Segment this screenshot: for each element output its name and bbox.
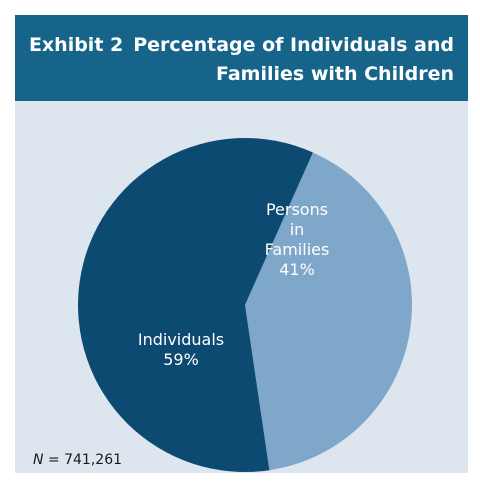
slice-label-persons-in-families: Families xyxy=(265,240,330,259)
pie-slice-individuals xyxy=(78,137,313,472)
exhibit-title-line-1: Percentage of Individuals and xyxy=(133,34,454,56)
pie-slice-persons-in-families xyxy=(245,152,412,471)
header-line-2: Families with Children xyxy=(216,63,454,85)
slice-value-individuals: 59% xyxy=(163,350,199,369)
slice-label-individuals: Individuals xyxy=(138,330,224,349)
header-line-1: Exhibit 2 Percentage of Individuals and xyxy=(29,34,454,56)
slice-label-persons-in-families: in xyxy=(290,220,305,239)
n-symbol: N xyxy=(33,452,44,468)
exhibit-label: Exhibit 2 xyxy=(28,34,124,56)
sample-size-note: N = 741,261 xyxy=(33,452,122,468)
exhibit-header: Exhibit 2 Percentage of Individuals and F… xyxy=(15,15,468,101)
slice-value-persons-in-families: 41% xyxy=(279,260,315,279)
slice-label-persons-in-families: Persons xyxy=(266,200,328,219)
n-value: = 741,261 xyxy=(43,452,123,468)
exhibit-title-line-2: Families with Children xyxy=(215,63,454,85)
exhibit-panel: Exhibit 2 Percentage of Individuals and F… xyxy=(15,15,468,473)
